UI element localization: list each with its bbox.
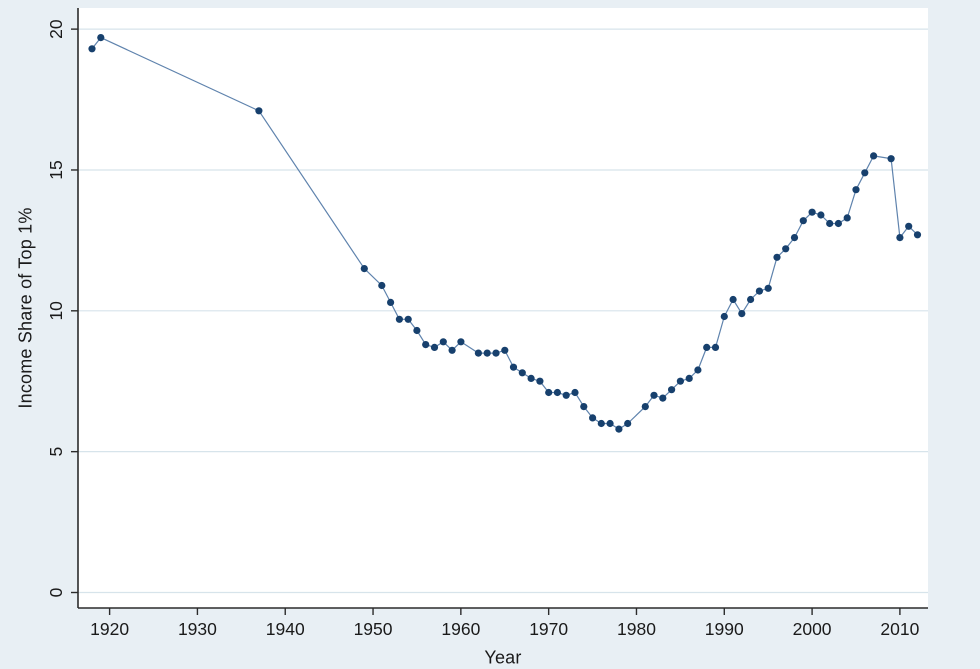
x-tick-label: 2010	[880, 619, 919, 639]
data-point	[509, 363, 518, 371]
data-point	[536, 377, 544, 385]
x-tick-label: 1940	[266, 619, 305, 639]
data-point	[905, 222, 913, 230]
data-point	[817, 211, 825, 219]
data-point	[413, 326, 421, 335]
data-point	[790, 234, 799, 242]
data-point	[378, 281, 386, 290]
data-point	[580, 403, 588, 411]
data-point	[738, 310, 746, 318]
data-point	[571, 388, 579, 397]
data-point	[439, 338, 447, 346]
x-tick-label: 1970	[529, 619, 568, 639]
data-point	[808, 208, 816, 216]
data-point	[773, 253, 781, 261]
data-point	[387, 298, 395, 306]
y-tick-label: 0	[46, 587, 66, 597]
plot-area	[78, 8, 928, 608]
data-point	[703, 343, 711, 351]
data-point	[826, 219, 834, 228]
data-point	[913, 231, 922, 239]
y-tick-label: 15	[46, 160, 66, 179]
y-axis-title: Income Share of Top 1%	[15, 207, 36, 409]
data-point	[422, 341, 430, 349]
data-point	[650, 391, 658, 399]
data-point	[518, 369, 526, 377]
data-point	[615, 425, 623, 433]
data-point	[606, 419, 614, 428]
data-point	[676, 377, 685, 385]
data-point	[430, 343, 439, 351]
data-point	[527, 374, 535, 382]
x-tick-label: 1920	[90, 619, 129, 639]
y-tick-label: 5	[46, 447, 66, 457]
data-point	[624, 419, 632, 428]
data-point	[668, 386, 676, 394]
data-point	[659, 394, 667, 402]
data-point	[457, 338, 465, 346]
data-point	[764, 284, 772, 292]
data-point	[711, 343, 720, 351]
data-point	[448, 346, 456, 354]
data-point	[729, 295, 737, 304]
data-point	[834, 219, 843, 228]
data-point	[88, 45, 96, 53]
data-point	[720, 312, 728, 321]
data-point	[861, 169, 869, 177]
data-point	[562, 391, 570, 399]
data-point	[483, 349, 491, 357]
x-tick-label: 1930	[178, 619, 217, 639]
data-point	[501, 346, 509, 354]
data-point	[843, 214, 851, 222]
data-point	[255, 107, 263, 115]
x-axis-title: Year	[484, 647, 522, 668]
data-point	[799, 217, 807, 225]
x-tick-label: 1960	[441, 619, 480, 639]
data-point	[747, 295, 755, 304]
x-tick-label: 2000	[793, 619, 832, 639]
data-point	[545, 388, 553, 397]
data-point	[474, 349, 482, 357]
y-tick-label: 20	[46, 19, 66, 39]
y-tick-label: 10	[46, 301, 66, 321]
x-tick-label: 1950	[354, 619, 393, 639]
data-point	[896, 234, 904, 242]
data-point	[404, 315, 412, 323]
data-point	[97, 34, 105, 42]
data-point	[782, 245, 790, 253]
data-point	[553, 388, 562, 397]
data-point	[755, 287, 764, 295]
data-point	[685, 374, 693, 382]
data-point	[589, 414, 597, 422]
data-point	[694, 366, 702, 374]
data-point	[852, 186, 860, 194]
x-tick-label: 1980	[617, 619, 656, 639]
data-point	[360, 265, 368, 273]
data-point	[492, 349, 500, 357]
data-point	[395, 315, 403, 323]
data-point	[870, 152, 878, 160]
x-tick-label: 1990	[705, 619, 744, 639]
data-point	[597, 419, 605, 428]
data-point	[641, 403, 649, 411]
data-point	[887, 155, 895, 163]
